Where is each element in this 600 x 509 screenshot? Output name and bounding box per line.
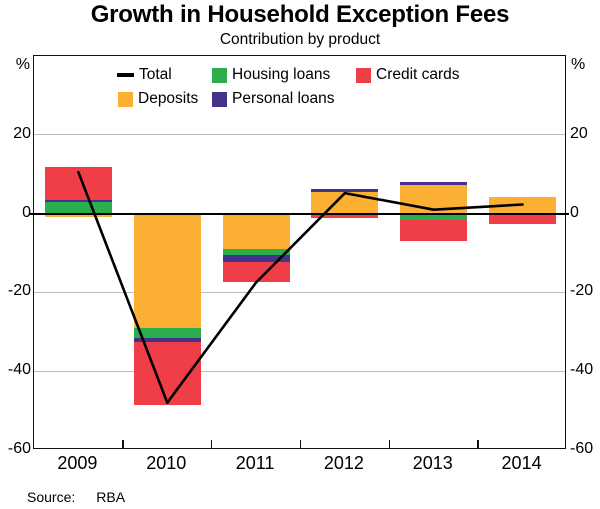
legend-item-total: Total: [117, 66, 172, 84]
y-tick-label-right-20: 20: [570, 124, 588, 142]
gridline--20: [34, 291, 565, 293]
legend-label: Credit cards: [376, 66, 460, 83]
bar-segment-personal-loans-2011: [222, 254, 290, 262]
bar-segment-deposits-2011: [222, 213, 290, 250]
plot-canvas: [30, 56, 569, 448]
total-line: [77, 170, 524, 405]
chart-title: Growth in Household Exception Fees: [90, 1, 510, 28]
legend-item-credit-cards: Credit cards: [356, 66, 460, 84]
x-tick-label-2013: 2013: [412, 453, 453, 473]
bar-segment-housing-loans-2011: [222, 249, 290, 255]
y-tick-label-right-0: 0: [570, 203, 579, 221]
x-axis-tick: [122, 440, 124, 448]
bar-segment-housing-loans-2010: [133, 328, 201, 338]
legend-label: Housing loans: [232, 66, 331, 83]
legend-line-marker: [117, 73, 134, 77]
x-tick-label-2014: 2014: [501, 453, 542, 473]
y-tick-label-left--20: -20: [7, 282, 31, 300]
y-axis-unit-right: %: [571, 56, 586, 73]
x-tick-label-2011: 2011: [235, 453, 275, 473]
bar-segment-personal-loans-2010: [133, 337, 201, 343]
zero-axis-line: [30, 212, 569, 215]
bar-segment-deposits-2010: [133, 213, 201, 329]
y-tick-label-right--40: -40: [570, 361, 594, 379]
bar-segment-deposits-2009: [44, 213, 112, 217]
legend-swatch-deposits: [118, 91, 133, 107]
x-tick-label-2009: 2009: [57, 453, 98, 473]
chart-subtitle: Contribution by product: [219, 31, 381, 48]
legend-label: Deposits: [138, 90, 199, 107]
legend-label: Total: [139, 66, 172, 83]
y-tick-label-left-0: 0: [22, 203, 31, 221]
legend-label: Personal loans: [232, 90, 335, 107]
x-tick-label-2010: 2010: [146, 453, 187, 473]
bar-segment-credit-cards-2012: [311, 213, 379, 218]
bar-segment-credit-cards-2013: [400, 219, 468, 242]
bar-segment-personal-loans-2009: [44, 199, 112, 202]
total-line-layer: [77, 170, 524, 405]
source-value: RBA: [96, 489, 126, 505]
bar-segment-credit-cards-2014: [489, 215, 557, 225]
bar-segment-personal-loans-2013: [400, 182, 468, 186]
x-tick-label-2012: 2012: [323, 453, 364, 473]
legend-item-deposits: Deposits: [118, 90, 198, 108]
plot-area: [30, 55, 569, 449]
legend-swatch-personal-loans: [212, 91, 227, 107]
legend-item-personal-loans: Personal loans: [212, 90, 335, 108]
legend-swatch-credit-cards: [356, 67, 371, 83]
x-axis-tick: [299, 440, 302, 448]
legend-item-housing-loans: Housing loans: [212, 66, 330, 84]
y-tick-label-right--20: -20: [570, 282, 594, 300]
y-tick-label-right--60: -60: [570, 440, 594, 457]
source-label: Source:: [27, 489, 76, 505]
legend-swatch-housing-loans: [212, 67, 227, 83]
y-axis-unit-left: %: [15, 56, 30, 73]
bar-segment-housing-loans-2013: [400, 213, 468, 220]
gridline-20: [34, 134, 565, 136]
bar-segment-housing-loans-2009: [44, 201, 112, 214]
x-axis-tick: [210, 440, 213, 448]
y-tick-label-left--40: -40: [7, 361, 31, 379]
x-axis-tick: [388, 440, 391, 448]
bar-segment-personal-loans-2012: [311, 189, 379, 192]
x-axis-tick: [477, 440, 479, 448]
source-note: Source: RBA: [27, 489, 125, 505]
y-tick-label-left-20: 20: [13, 124, 31, 142]
y-tick-label-left--60: -60: [7, 440, 31, 457]
gridline--40: [34, 370, 565, 372]
